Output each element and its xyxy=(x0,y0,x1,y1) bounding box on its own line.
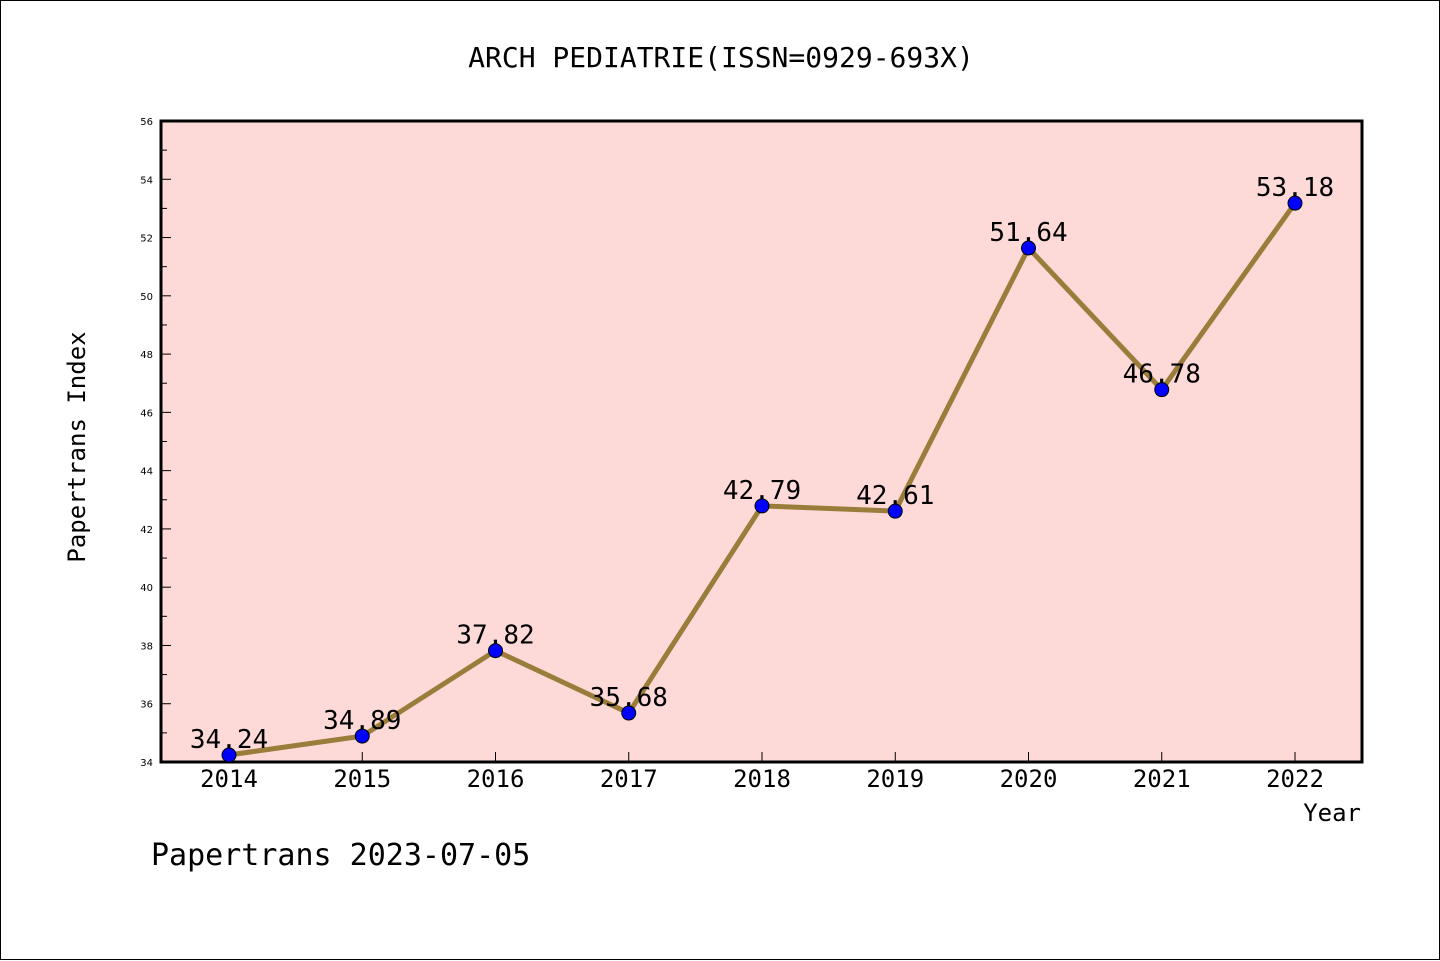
data-point xyxy=(887,503,903,519)
data-label: 51.64 xyxy=(989,218,1067,248)
data-label: 34.24 xyxy=(190,725,268,755)
data-point xyxy=(488,643,503,659)
data-point xyxy=(1287,195,1303,211)
y-tick-label: 52 xyxy=(140,234,153,245)
x-tick-label: 2014 xyxy=(200,765,258,793)
data-label: 53.18 xyxy=(1256,173,1334,203)
y-tick-label: 46 xyxy=(140,408,153,419)
footer-stamp: Papertrans 2023-07-05 xyxy=(151,838,530,873)
data-point xyxy=(754,498,770,514)
x-tick-label: 2021 xyxy=(1133,765,1191,793)
data-point xyxy=(221,747,237,763)
data-point xyxy=(621,705,637,721)
chart-title: ARCH PEDIATRIE(ISSN=0929-693X) xyxy=(468,41,974,74)
plot-area xyxy=(159,119,1364,764)
y-tick-label: 56 xyxy=(140,117,153,128)
x-axis-label: Year xyxy=(1303,799,1361,827)
data-label: 37.82 xyxy=(456,621,534,651)
data-point xyxy=(354,728,370,744)
x-tick-label: 2018 xyxy=(733,765,791,793)
data-point xyxy=(1154,382,1170,398)
data-label: 46.78 xyxy=(1123,360,1201,390)
x-tick-label: 2015 xyxy=(333,765,391,793)
y-tick-label: 34 xyxy=(140,758,153,769)
y-tick-label: 50 xyxy=(140,292,153,303)
x-tick-label: 2016 xyxy=(467,765,525,793)
y-tick-label: 44 xyxy=(140,467,153,478)
x-axis: 2014 2015 2016 2017 2018 2019 2020 2021 2022 xyxy=(200,752,1324,793)
x-tick-label: 2017 xyxy=(600,765,658,793)
x-tick-label: 2020 xyxy=(1000,765,1058,793)
y-tick-label: 36 xyxy=(140,700,153,711)
y-axis: 34 36 38 40 42 44 46 48 50 52 54 56 xyxy=(140,117,171,769)
data-labels: 34.24 34.89 37.82 35.68 42.79 42.61 51.64 46.78… xyxy=(190,173,1334,755)
data-label: 34.89 xyxy=(323,706,401,736)
x-tick-label: 2019 xyxy=(866,765,924,793)
data-point xyxy=(1021,240,1036,256)
y-tick-label: 48 xyxy=(140,350,153,361)
data-label: 35.68 xyxy=(590,683,668,713)
x-tick-label: 2022 xyxy=(1266,765,1324,793)
y-tick-label: 40 xyxy=(140,583,153,594)
y-axis-label: Papertrans Index xyxy=(63,331,91,562)
data-label: 42.79 xyxy=(723,476,801,506)
data-markers xyxy=(221,195,1303,763)
y-tick-label: 42 xyxy=(140,525,153,536)
y-tick-label: 38 xyxy=(140,641,153,652)
y-tick-label: 54 xyxy=(140,175,153,186)
data-label: 42.61 xyxy=(856,481,934,511)
